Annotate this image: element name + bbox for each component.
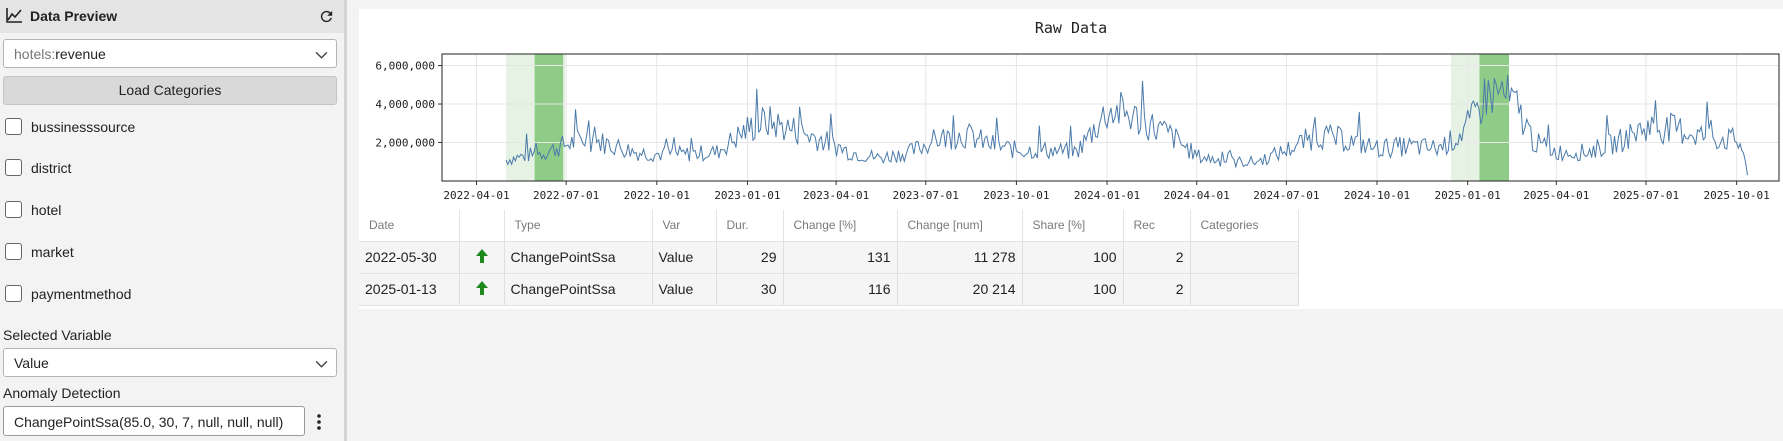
col-header-rec[interactable]: Rec bbox=[1123, 210, 1191, 241]
x-tick-label: 2022-07-01 bbox=[533, 189, 599, 202]
variable-select[interactable]: Value bbox=[3, 348, 337, 377]
cell-direction bbox=[459, 272, 505, 306]
cell-duration: 30 bbox=[716, 272, 784, 306]
panel-divider[interactable] bbox=[344, 0, 347, 441]
more-vert-icon[interactable] bbox=[316, 413, 322, 431]
checkbox[interactable] bbox=[5, 243, 22, 260]
x-tick-label: 2022-10-01 bbox=[624, 189, 690, 202]
table-row[interactable]: 2025-01-13 ChangePointSsa Value 30 116 2… bbox=[359, 272, 1299, 306]
cell-categories bbox=[1190, 272, 1299, 306]
sidebar-title: Data Preview bbox=[30, 8, 118, 24]
category-label: paymentmethod bbox=[31, 286, 132, 302]
col-header-var[interactable]: Var bbox=[652, 210, 717, 241]
col-header-date[interactable]: Date bbox=[359, 210, 460, 241]
arrow-up-icon bbox=[475, 280, 488, 295]
checkbox[interactable] bbox=[5, 285, 22, 302]
cell-rec: 2 bbox=[1123, 240, 1191, 273]
chevron-down-icon bbox=[315, 51, 328, 59]
col-header-type[interactable]: Type bbox=[504, 210, 653, 241]
y-tick-label: 2,000,000 bbox=[375, 137, 435, 150]
x-tick-label: 2024-04-01 bbox=[1164, 189, 1230, 202]
cell-direction bbox=[459, 240, 505, 273]
y-tick-label: 4,000,000 bbox=[375, 98, 435, 111]
col-header-direction[interactable] bbox=[459, 210, 505, 241]
cell-type: ChangePointSsa bbox=[504, 272, 653, 306]
cell-change-pct: 131 bbox=[783, 240, 898, 273]
x-tick-label: 2023-07-01 bbox=[893, 189, 959, 202]
anomaly-detection-field[interactable]: ChangePointSsa(85.0, 30, 7, null, null, … bbox=[3, 406, 305, 436]
refresh-icon[interactable] bbox=[318, 8, 335, 25]
table-row[interactable]: 2022-05-30 ChangePointSsa Value 29 131 1… bbox=[359, 240, 1299, 273]
col-header-share[interactable]: Share [%] bbox=[1022, 210, 1124, 241]
anomaly-band bbox=[534, 54, 564, 181]
checkbox[interactable] bbox=[5, 201, 22, 218]
x-tick-label: 2024-07-01 bbox=[1253, 189, 1319, 202]
x-tick-label: 2024-01-01 bbox=[1074, 189, 1140, 202]
cell-change-pct: 116 bbox=[783, 272, 898, 306]
anomaly-detection-label: Anomaly Detection bbox=[3, 385, 121, 401]
cell-duration: 29 bbox=[716, 240, 784, 273]
cell-change-num: 11 278 bbox=[897, 240, 1023, 273]
series-line bbox=[505, 74, 1748, 176]
x-tick-label: 2025-07-01 bbox=[1613, 189, 1679, 202]
y-tick-label: 6,000,000 bbox=[375, 60, 435, 73]
cell-categories bbox=[1190, 240, 1299, 273]
dataset-name: revenue bbox=[55, 46, 106, 62]
cell-type: ChangePointSsa bbox=[504, 240, 653, 273]
chart-title: Raw Data bbox=[1034, 19, 1108, 37]
variable-select-value: Value bbox=[14, 355, 49, 371]
dataset-select-value: hotels:revenue bbox=[14, 46, 106, 62]
line-chart-icon bbox=[6, 8, 22, 23]
dataset-prefix: hotels: bbox=[14, 46, 56, 62]
cell-var: Value bbox=[652, 272, 717, 306]
x-tick-label: 2025-04-01 bbox=[1523, 189, 1589, 202]
sidebar-header: Data Preview bbox=[0, 0, 344, 33]
arrow-up-icon bbox=[475, 248, 488, 263]
anomaly-table: Date Type Var Dur. Change [%] Change [nu… bbox=[359, 210, 1299, 306]
x-tick-label: 2025-10-01 bbox=[1704, 189, 1770, 202]
cell-share: 100 bbox=[1022, 272, 1124, 306]
cell-date: 2022-05-30 bbox=[359, 240, 460, 273]
chevron-down-icon bbox=[315, 360, 328, 368]
x-tick-label: 2025-01-01 bbox=[1435, 189, 1501, 202]
table-header-row: Date Type Var Dur. Change [%] Change [nu… bbox=[359, 210, 1299, 241]
anomaly-detection-value: ChangePointSsa(85.0, 30, 7, null, null, … bbox=[14, 414, 284, 430]
main-panel: 2022-04-01 2022-07-01 2022-10-01 2023-01-01… bbox=[359, 9, 1783, 309]
x-tick-label: 2024-10-01 bbox=[1344, 189, 1410, 202]
col-header-change-num[interactable]: Change [num] bbox=[897, 210, 1023, 241]
x-tick-label: 2022-04-01 bbox=[443, 189, 509, 202]
dataset-select[interactable]: hotels:revenue bbox=[3, 39, 337, 68]
cell-change-num: 20 214 bbox=[897, 272, 1023, 306]
x-tick-label: 2023-04-01 bbox=[803, 189, 869, 202]
x-tick-label: 2023-01-01 bbox=[714, 189, 780, 202]
raw-data-chart: 2022-04-01 2022-07-01 2022-10-01 2023-01-01… bbox=[375, 53, 1780, 202]
checkbox[interactable] bbox=[5, 118, 22, 135]
cell-var: Value bbox=[652, 240, 717, 273]
cell-rec: 2 bbox=[1123, 272, 1191, 306]
sidebar: Data Preview hotels:revenue Load Categor… bbox=[0, 0, 344, 441]
x-tick-label: 2023-10-01 bbox=[983, 189, 1049, 202]
cell-share: 100 bbox=[1022, 240, 1124, 273]
selected-variable-label: Selected Variable bbox=[3, 327, 112, 343]
load-categories-button[interactable]: Load Categories bbox=[3, 76, 337, 105]
col-header-categories[interactable]: Categories bbox=[1190, 210, 1299, 241]
anomaly-band bbox=[1479, 54, 1510, 181]
plot-area bbox=[442, 54, 1779, 181]
category-label: hotel bbox=[31, 202, 62, 218]
checkbox[interactable] bbox=[5, 159, 22, 176]
category-label: bussinesssource bbox=[31, 119, 136, 135]
cell-date: 2025-01-13 bbox=[359, 272, 460, 306]
col-header-change-pct[interactable]: Change [%] bbox=[783, 210, 898, 241]
category-label: market bbox=[31, 244, 74, 260]
category-label: district bbox=[31, 160, 72, 176]
col-header-duration[interactable]: Dur. bbox=[716, 210, 784, 241]
plot-frame bbox=[441, 53, 1780, 182]
